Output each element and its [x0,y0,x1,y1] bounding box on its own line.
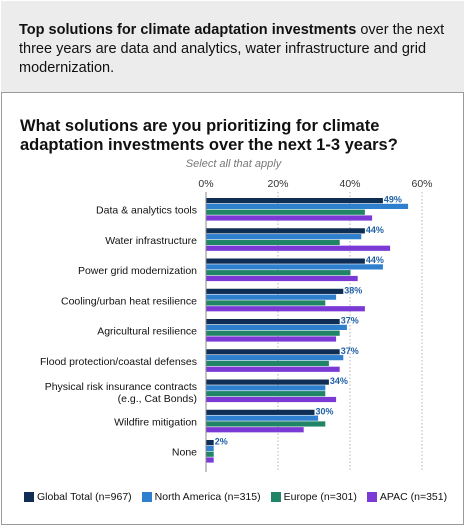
bar-europe [206,421,326,427]
data-label: 44% [366,225,384,235]
bar-apac [206,245,391,251]
chart-title: What solutions are you prioritizing for … [20,117,398,154]
category-label: Cooling/urban heat resilience [61,295,197,307]
callout-box: Top solutions for climate adaptation inv… [1,1,464,93]
callout-headline: Top solutions for climate adaptation inv… [19,22,357,38]
bar-global-total [206,228,365,234]
bar-north-america [206,234,362,240]
chart-legend: Global Total (n=967) North America (n=315… [24,491,447,503]
x-tick-label: 60% [411,178,432,190]
legend-item: Europe (n=301) [270,491,357,503]
legend-item: APAC (n=351) [366,491,448,503]
bar-apac [206,457,214,463]
data-label: 49% [384,195,402,205]
bar-north-america [206,324,347,330]
bar-apac [206,427,304,433]
data-label: 30% [316,406,334,416]
bar-europe [206,391,326,397]
legend-label: Europe (n=301) [283,491,357,503]
bar-europe [206,451,214,457]
callout-text: over the next three years are data and a… [19,22,445,76]
chart-subtitle: Select all that apply [185,158,282,170]
bar-global-total [206,379,329,385]
bar-north-america [206,445,214,451]
bar-north-america [206,355,344,361]
bar-north-america [206,264,383,270]
category-label: Agricultural resilience [97,326,197,338]
x-tick-label: 40% [339,178,360,190]
legend-swatch [24,492,34,502]
category-label: (e.g., Cat Bonds) [118,393,197,405]
data-label: 37% [341,316,359,326]
bar-north-america [206,203,409,209]
legend-swatch [141,492,152,502]
data-label: 38% [344,285,362,295]
legend-label: Global Total (n=967) [37,491,132,503]
bar-europe [206,270,351,276]
category-label: Water infrastructure [105,235,197,247]
category-label: Power grid modernization [78,265,197,277]
bar-europe [206,300,326,306]
data-label: 2% [215,437,228,447]
bar-europe [206,209,365,215]
bar-global-total [206,440,214,446]
bar-apac [206,396,337,403]
bar-global-total [206,319,340,325]
bar-apac [206,275,358,282]
data-label: 37% [341,346,359,356]
bar-europe [206,360,329,367]
legend-item: Global Total (n=967) [24,491,132,503]
x-tick-label: 20% [267,178,288,190]
bar-apac [206,366,340,372]
bar-north-america [206,415,319,421]
bar-apac [206,336,337,342]
category-label: Flood protection/coastal defenses [40,356,197,368]
data-label: 44% [366,255,384,265]
bar-global-total [206,258,365,264]
data-label: 34% [330,376,348,386]
bar-apac [206,215,373,221]
bar-europe [206,330,340,336]
bar-global-total [206,349,340,355]
category-label: None [172,447,197,459]
legend-swatch [366,492,377,502]
bar-europe [206,239,340,246]
bar-north-america [206,294,337,300]
bar-global-total [206,288,344,294]
legend-label: North America (n=315) [154,491,261,503]
category-label: Wildfire mitigation [114,416,197,428]
bar-global-total [206,409,315,415]
bar-north-america [206,385,326,391]
x-tick-label: 0% [198,178,213,190]
bar-apac [206,306,365,312]
legend-swatch [270,492,281,502]
category-label: Physical risk insurance contracts [45,381,197,393]
legend-label: APAC (n=351) [379,491,448,503]
category-label: Data & analytics tools [96,205,197,217]
legend-item: North America (n=315) [141,491,261,503]
bar-global-total [206,198,383,204]
